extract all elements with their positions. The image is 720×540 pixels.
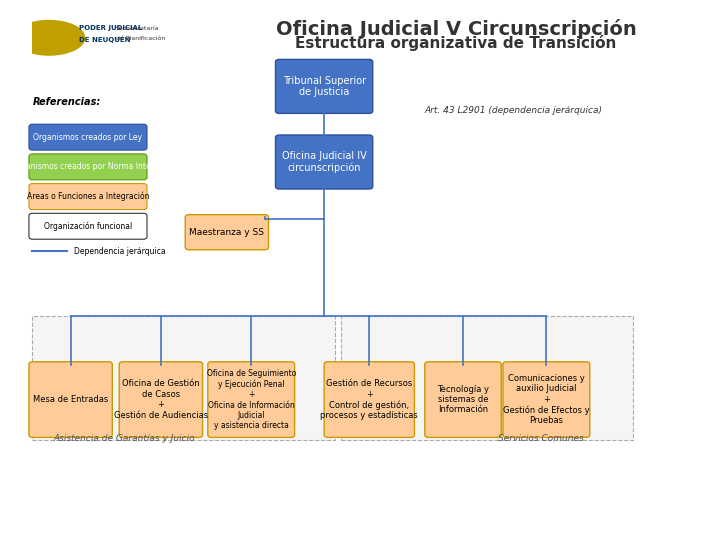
Text: Organización funcional: Organización funcional [44, 221, 132, 231]
FancyBboxPatch shape [29, 362, 112, 437]
FancyBboxPatch shape [276, 59, 373, 113]
FancyBboxPatch shape [29, 184, 147, 210]
FancyBboxPatch shape [29, 213, 147, 239]
Text: Tribunal Superior
de Justicia: Tribunal Superior de Justicia [282, 76, 366, 97]
Text: Estructura organizativa de Transición: Estructura organizativa de Transición [295, 35, 617, 51]
FancyBboxPatch shape [29, 124, 147, 150]
Text: Art. 43 L2901 (dependencia jerárquica): Art. 43 L2901 (dependencia jerárquica) [425, 106, 603, 115]
Bar [341, 316, 633, 440]
Text: Organismos creados por Norma Interna: Organismos creados por Norma Interna [12, 163, 163, 171]
Text: Oficina Judicial V Circunscripción: Oficina Judicial V Circunscripción [276, 19, 636, 39]
Bar [32, 316, 335, 440]
Text: Areas o Funciones a Integración: Areas o Funciones a Integración [27, 192, 149, 201]
Text: Gestión de Recursos
+
Control de gestión,
procesos y estadísticas: Gestión de Recursos + Control de gestión… [320, 379, 418, 420]
FancyBboxPatch shape [503, 362, 590, 437]
FancyBboxPatch shape [185, 214, 269, 249]
FancyBboxPatch shape [29, 154, 147, 180]
Text: Oficina de Gestión
de Casos
+
Gestión de Audiencias: Oficina de Gestión de Casos + Gestión de… [114, 380, 208, 420]
FancyBboxPatch shape [208, 362, 294, 437]
Text: Oficina Judicial IV
circunscripción: Oficina Judicial IV circunscripción [282, 151, 366, 173]
Text: Maestranza y SS: Maestranza y SS [189, 228, 264, 237]
Text: Asistencia de Garantías y Juicio: Asistencia de Garantías y Juicio [53, 434, 195, 443]
Text: Servicios Comunes: Servicios Comunes [498, 434, 583, 443]
FancyBboxPatch shape [324, 362, 415, 437]
FancyBboxPatch shape [425, 362, 501, 437]
Text: Dependencia jerárquica: Dependencia jerárquica [74, 247, 166, 255]
Text: Referencias:: Referencias: [32, 97, 101, 107]
Text: Organismos creados por Ley: Organismos creados por Ley [33, 133, 143, 141]
FancyBboxPatch shape [120, 362, 202, 437]
Text: Mesa de Entradas: Mesa de Entradas [33, 395, 108, 404]
Text: Tecnología y
sistemas de
Información: Tecnología y sistemas de Información [437, 384, 489, 415]
FancyBboxPatch shape [276, 135, 373, 189]
Text: Oficina de Seguimiento
y Ejecución Penal
+
Oficina de Información
Judicial
y asi: Oficina de Seguimiento y Ejecución Penal… [207, 369, 296, 430]
Text: Comunicaciones y
auxilio Judicial
+
Gestión de Efectos y
Pruebas: Comunicaciones y auxilio Judicial + Gest… [503, 374, 590, 425]
